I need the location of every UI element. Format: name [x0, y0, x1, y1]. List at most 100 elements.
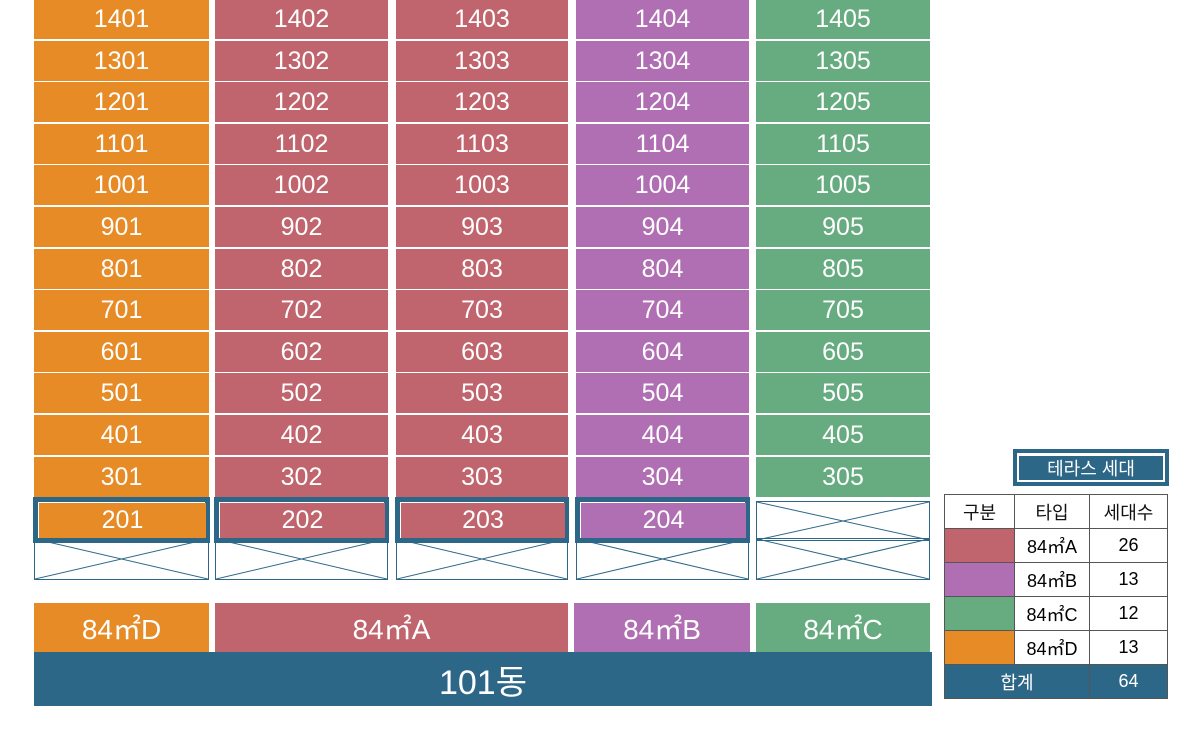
- unit-cell: 1201: [34, 82, 209, 122]
- unit-cell: 504: [576, 373, 749, 413]
- unit-cell: 1204: [576, 82, 749, 122]
- unit-cell: 403: [396, 415, 568, 455]
- unit-cell: 901: [34, 207, 209, 247]
- unit-cell: 303: [396, 457, 568, 497]
- legend-swatch: [944, 596, 1015, 631]
- type-label-d: 84㎡D: [34, 603, 209, 652]
- unit-cell: 404: [576, 415, 749, 455]
- unit-cell: 603: [396, 332, 568, 372]
- unit-cell: 302: [215, 457, 388, 497]
- unit-cell: 202: [220, 503, 385, 538]
- unit-cell: 604: [576, 332, 749, 372]
- unit-cell: 502: [215, 373, 388, 413]
- unit-cell: 705: [756, 290, 930, 330]
- terrace-legend-badge: 테라스 세대: [1013, 449, 1169, 486]
- unit-cell: 1104: [576, 124, 749, 164]
- legend-row: 84㎡C 12: [944, 596, 1168, 631]
- unit-cell: 802: [215, 249, 388, 289]
- legend-header-category: 구분: [944, 494, 1015, 529]
- unit-cell: 505: [756, 373, 930, 413]
- unit-cell: 701: [34, 290, 209, 330]
- unit-cell: 1305: [756, 41, 930, 81]
- empty-unit-box: [34, 538, 209, 580]
- unit-cell: 203: [401, 503, 565, 538]
- empty-unit-box: [215, 538, 388, 580]
- unit-cell: 905: [756, 207, 930, 247]
- legend-type: 84㎡B: [1014, 562, 1090, 597]
- unit-cell: 602: [215, 332, 388, 372]
- legend-header-row: 구분 타입 세대수: [944, 494, 1168, 529]
- legend-swatch: [944, 562, 1015, 597]
- legend-type: 84㎡C: [1014, 596, 1090, 631]
- unit-cell: 903: [396, 207, 568, 247]
- unit-cell: 402: [215, 415, 388, 455]
- unit-cell: 204: [581, 503, 746, 538]
- unit-cell: 1203: [396, 82, 568, 122]
- legend-header-count: 세대수: [1089, 494, 1168, 529]
- unit-cell: 1404: [576, 0, 749, 39]
- unit-cell: 703: [396, 290, 568, 330]
- unit-cell: 1304: [576, 41, 749, 81]
- legend-row: 84㎡D 13: [944, 630, 1168, 665]
- unit-cell: 1202: [215, 82, 388, 122]
- unit-cell: 902: [215, 207, 388, 247]
- unit-cell: 805: [756, 249, 930, 289]
- unit-cell: 1001: [34, 165, 209, 205]
- unit-cell: 1205: [756, 82, 930, 122]
- legend-total-label: 합계: [944, 664, 1090, 699]
- unit-cell: 1105: [756, 124, 930, 164]
- unit-cell: 1002: [215, 165, 388, 205]
- terrace-legend-title: 테라스 세대: [1019, 455, 1163, 480]
- unit-cell: 301: [34, 457, 209, 497]
- legend-row: 84㎡A 26: [944, 528, 1168, 563]
- unit-cell: 804: [576, 249, 749, 289]
- empty-unit-box: [756, 501, 930, 541]
- unit-cell: 803: [396, 249, 568, 289]
- legend-type: 84㎡A: [1014, 528, 1090, 563]
- unit-cell: 1405: [756, 0, 930, 39]
- legend-count: 26: [1089, 528, 1168, 563]
- legend-total-row: 합계 64: [944, 664, 1168, 699]
- unit-cell: 702: [215, 290, 388, 330]
- unit-cell: 501: [34, 373, 209, 413]
- legend-total-count: 64: [1089, 664, 1168, 699]
- empty-unit-box: [756, 538, 930, 580]
- unit-cell: 1303: [396, 41, 568, 81]
- unit-cell: 601: [34, 332, 209, 372]
- type-label-b: 84㎡B: [574, 603, 750, 652]
- unit-cell: 1102: [215, 124, 388, 164]
- unit-cell: 1103: [396, 124, 568, 164]
- empty-unit-box: [576, 538, 749, 580]
- unit-cell: 503: [396, 373, 568, 413]
- unit-cell: 1005: [756, 165, 930, 205]
- unit-cell: 1402: [215, 0, 388, 39]
- unit-cell: 401: [34, 415, 209, 455]
- legend-type: 84㎡D: [1014, 630, 1090, 665]
- unit-cell: 305: [756, 457, 930, 497]
- building-name: 101동: [34, 652, 932, 706]
- unit-cell: 1403: [396, 0, 568, 39]
- unit-cell: 405: [756, 415, 930, 455]
- unit-cell: 904: [576, 207, 749, 247]
- empty-unit-box: [396, 538, 568, 580]
- legend-count: 13: [1089, 630, 1168, 665]
- legend-row: 84㎡B 13: [944, 562, 1168, 597]
- legend-swatch: [944, 528, 1015, 563]
- legend-header-type: 타입: [1014, 494, 1090, 529]
- type-label-a: 84㎡A: [215, 603, 568, 652]
- legend-count: 13: [1089, 562, 1168, 597]
- legend-count: 12: [1089, 596, 1168, 631]
- unit-cell: 304: [576, 457, 749, 497]
- legend-swatch: [944, 630, 1015, 665]
- unit-cell: 704: [576, 290, 749, 330]
- type-legend-table: 구분 타입 세대수 84㎡A 26 84㎡B 13 84㎡C 12 84㎡D 1…: [944, 494, 1168, 699]
- type-label-c: 84㎡C: [756, 603, 930, 652]
- unit-cell: 1301: [34, 41, 209, 81]
- unit-cell: 1101: [34, 124, 209, 164]
- unit-cell: 1302: [215, 41, 388, 81]
- unit-cell: 605: [756, 332, 930, 372]
- unit-cell: 1003: [396, 165, 568, 205]
- unit-cell: 801: [34, 249, 209, 289]
- unit-cell: 1004: [576, 165, 749, 205]
- unit-cell: 1401: [34, 0, 209, 39]
